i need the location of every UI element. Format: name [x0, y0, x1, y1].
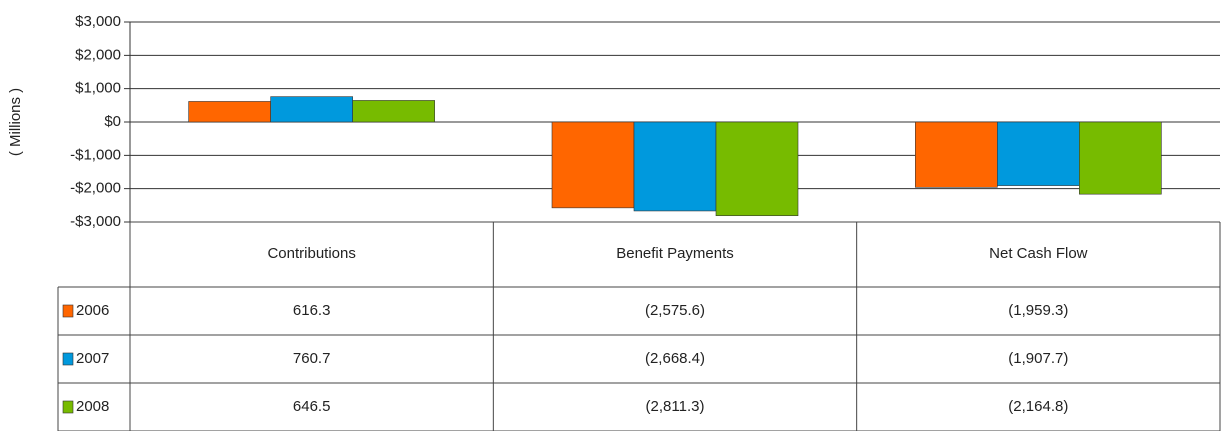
y-tick-label: $2,000: [75, 46, 121, 63]
table-value: 646.5: [293, 398, 331, 415]
bar: [1079, 121, 1162, 195]
legend-swatch: [62, 400, 74, 414]
y-tick-label: -$1,000: [70, 146, 121, 163]
y-tick-label: $0: [104, 113, 121, 130]
category-label: Benefit Payments: [616, 245, 734, 262]
bar: [715, 121, 799, 217]
bar: [352, 100, 435, 123]
table-value: (2,668.4): [645, 350, 705, 367]
category-label: Contributions: [267, 245, 355, 262]
y-tick-label: $1,000: [75, 80, 121, 97]
legend-label: 2006: [76, 302, 109, 319]
legend-label: 2007: [76, 350, 109, 367]
table-value: (2,811.3): [646, 398, 705, 415]
legend-swatch: [62, 352, 74, 366]
bar: [270, 96, 353, 123]
y-tick-label: $3,000: [75, 13, 121, 30]
table-value: (2,164.8): [1008, 398, 1068, 415]
bar: [188, 101, 271, 123]
y-tick-label: -$2,000: [70, 180, 121, 197]
legend-swatch: [62, 304, 74, 318]
bar: [915, 121, 998, 188]
bar: [551, 121, 635, 209]
table-value: 616.3: [293, 302, 331, 319]
y-tick-label: -$3,000: [70, 213, 121, 230]
table-value: (1,959.3): [1008, 302, 1068, 319]
y-axis-label: ( Millions ): [7, 88, 24, 156]
table-value: (1,907.7): [1008, 350, 1068, 367]
category-label: Net Cash Flow: [989, 245, 1088, 262]
bar: [997, 121, 1080, 186]
legend-label: 2008: [76, 398, 109, 415]
table-value: (2,575.6): [645, 302, 705, 319]
table-value: 760.7: [293, 350, 331, 367]
bar: [633, 121, 717, 212]
